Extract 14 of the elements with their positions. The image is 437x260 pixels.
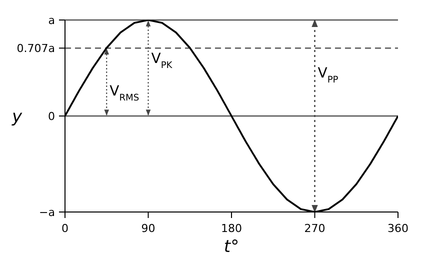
- y-tick-label: 0: [48, 110, 55, 123]
- x-tick-label: 270: [304, 222, 326, 235]
- x-axis-title: t°: [224, 237, 240, 257]
- y-axis-title: y: [11, 107, 23, 128]
- y-tick-label: −a: [39, 206, 55, 219]
- y-tick-label: a: [48, 14, 55, 27]
- annotation: V$_{RMS}$: [110, 84, 140, 104]
- ref-line-label: V$_{PP}$: [318, 66, 339, 86]
- x-tick-label: 90: [141, 222, 156, 235]
- x-tick-label: 180: [221, 222, 242, 235]
- x-tick-label: 360: [388, 222, 408, 235]
- x-tick-label: 0: [62, 222, 68, 235]
- annotation: V$_{PK}$: [151, 51, 174, 72]
- y-tick-label: 0.707a: [16, 42, 55, 56]
